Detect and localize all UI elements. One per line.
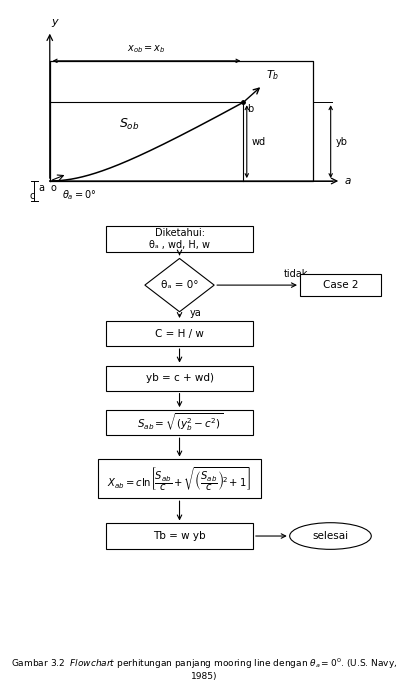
Text: Tb = w yb: Tb = w yb	[153, 531, 206, 541]
Text: wd: wd	[252, 136, 266, 147]
Text: $T_b$: $T_b$	[266, 69, 279, 82]
Bar	[106, 523, 253, 549]
Text: $X_{ab} = c\ln\!\left[\dfrac{S_{ab}}{c}+\sqrt{\left(\dfrac{S_{ab}}{c}\right)^{\!: $X_{ab} = c\ln\!\left[\dfrac{S_{ab}}{c}+…	[107, 465, 252, 493]
Bar	[98, 459, 261, 498]
Text: $x_{ob} = x_b$: $x_{ob} = x_b$	[127, 43, 166, 55]
Text: Diketahui:
θₐ , wd, H, w: Diketahui: θₐ , wd, H, w	[149, 228, 210, 250]
Text: Gambar 3.2  $\it{Flowchart}$ perhitungan panjang mooring line dengan $\theta_a =: Gambar 3.2 $\it{Flowchart}$ perhitungan …	[11, 656, 397, 681]
Text: y: y	[51, 17, 58, 27]
Text: a: a	[38, 183, 44, 193]
Bar	[300, 274, 381, 296]
Text: a: a	[344, 176, 351, 186]
Text: yb: yb	[336, 136, 348, 147]
Bar	[106, 321, 253, 346]
Text: o: o	[50, 183, 56, 193]
Text: Case 2: Case 2	[323, 280, 359, 290]
Bar	[106, 410, 253, 435]
Text: θₐ = 0°: θₐ = 0°	[161, 280, 198, 290]
Text: $S_{ob}$: $S_{ob}$	[119, 118, 140, 132]
Text: b: b	[248, 104, 254, 114]
Text: selesai: selesai	[313, 531, 348, 541]
Text: $S_{ab} = \sqrt{(y_b^2 - c^2)}$: $S_{ab} = \sqrt{(y_b^2 - c^2)}$	[137, 412, 222, 433]
Bar	[106, 365, 253, 391]
Bar	[106, 226, 253, 252]
Text: yb = c + wd): yb = c + wd)	[146, 373, 213, 383]
Text: tidak: tidak	[284, 268, 308, 279]
Text: ya: ya	[190, 308, 202, 318]
Text: C = H / w: C = H / w	[155, 329, 204, 338]
Text: c: c	[30, 191, 35, 201]
Text: $\theta_a = 0°$: $\theta_a = 0°$	[62, 188, 96, 202]
